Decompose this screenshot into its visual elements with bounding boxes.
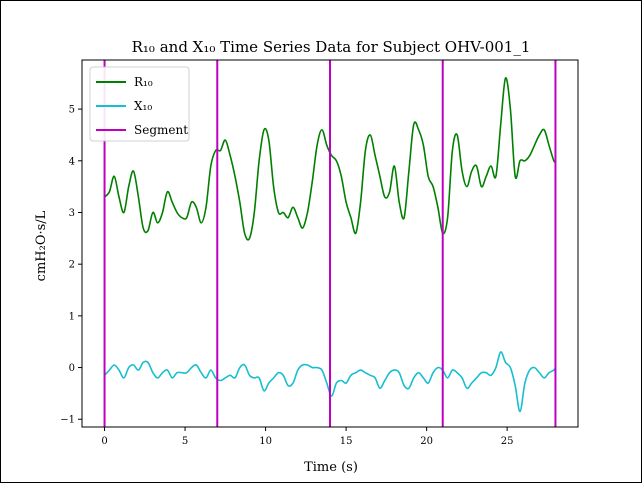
y-tick-label-0: −1 (60, 415, 75, 426)
legend-box (89, 66, 190, 142)
y-axis-label: cmH₂O·s/L (34, 210, 49, 281)
series-line-0 (103, 77, 557, 241)
x-axis-label: Time (s) (304, 460, 358, 475)
y-tick-label-5: 4 (69, 156, 75, 167)
x-tick-label-5: 25 (501, 436, 514, 447)
y-tick-label-2: 1 (69, 311, 75, 322)
x-tick-label-3: 15 (340, 436, 353, 447)
x-tick-label-1: 5 (182, 436, 188, 447)
legend-label-1: X₁₀ (134, 99, 152, 113)
chart-title: R₁₀ and X₁₀ Time Series Data for Subject… (132, 38, 531, 56)
axes-frame (81, 59, 579, 428)
y-tick-label-6: 5 (69, 105, 75, 116)
legend: R₁₀ X₁₀ Segment (89, 66, 190, 142)
y-tick-label-3: 2 (69, 260, 75, 271)
y-tick-label-4: 3 (69, 208, 75, 219)
legend-label-0: R₁₀ (134, 75, 153, 89)
y-tick-label-1: 0 (69, 363, 75, 374)
x-tick-label-0: 0 (101, 436, 107, 447)
x-tick-label-4: 20 (420, 436, 433, 447)
x-tick-label-2: 10 (259, 436, 272, 447)
series-line-1 (103, 351, 557, 413)
legend-label-2: Segment (134, 123, 188, 137)
